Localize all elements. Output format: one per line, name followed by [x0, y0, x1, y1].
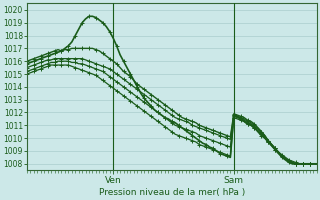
X-axis label: Pression niveau de la mer( hPa ): Pression niveau de la mer( hPa )	[99, 188, 245, 197]
